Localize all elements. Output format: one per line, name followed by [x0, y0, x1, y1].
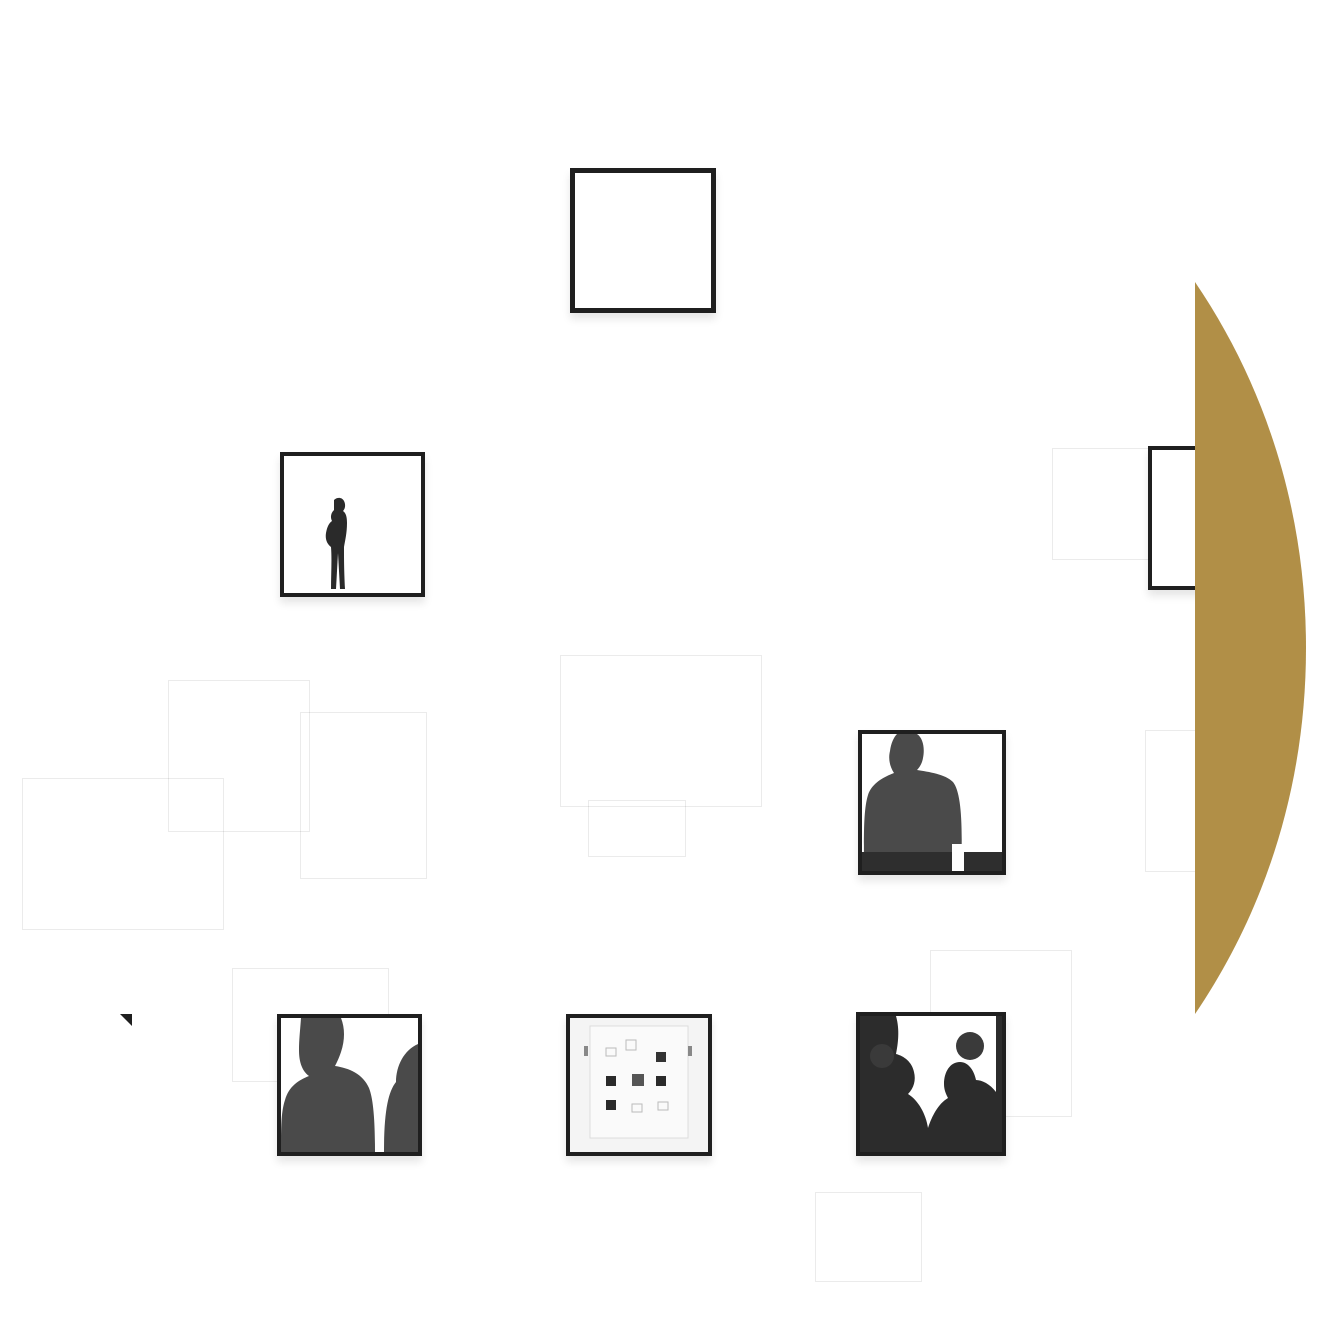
crowd-silhouette [860, 1016, 1002, 1152]
standing-figure-silhouette [325, 497, 347, 589]
wall-ghost-rect [168, 680, 310, 832]
wall-ghost-rect [22, 778, 224, 930]
frame-empty-top [570, 168, 716, 313]
frame-gallery-mini [566, 1014, 712, 1156]
mini-gallery-image [570, 1018, 708, 1152]
wall-ghost-rect [1145, 730, 1207, 872]
man-back-silhouette [862, 734, 1002, 871]
frame-right-edge [1148, 446, 1228, 590]
wall-ghost-rect [560, 655, 762, 807]
small-mark [120, 1014, 132, 1026]
frame-crowd [856, 1012, 1006, 1156]
frame-small-figure [280, 452, 425, 597]
frame-two-heads [277, 1014, 422, 1156]
frame-man-back [858, 730, 1006, 875]
wall-ghost-rect [815, 1192, 922, 1282]
two-heads-silhouette [281, 1018, 418, 1152]
wall-ghost-rect [300, 712, 427, 879]
wall-ghost-rect [588, 800, 686, 857]
